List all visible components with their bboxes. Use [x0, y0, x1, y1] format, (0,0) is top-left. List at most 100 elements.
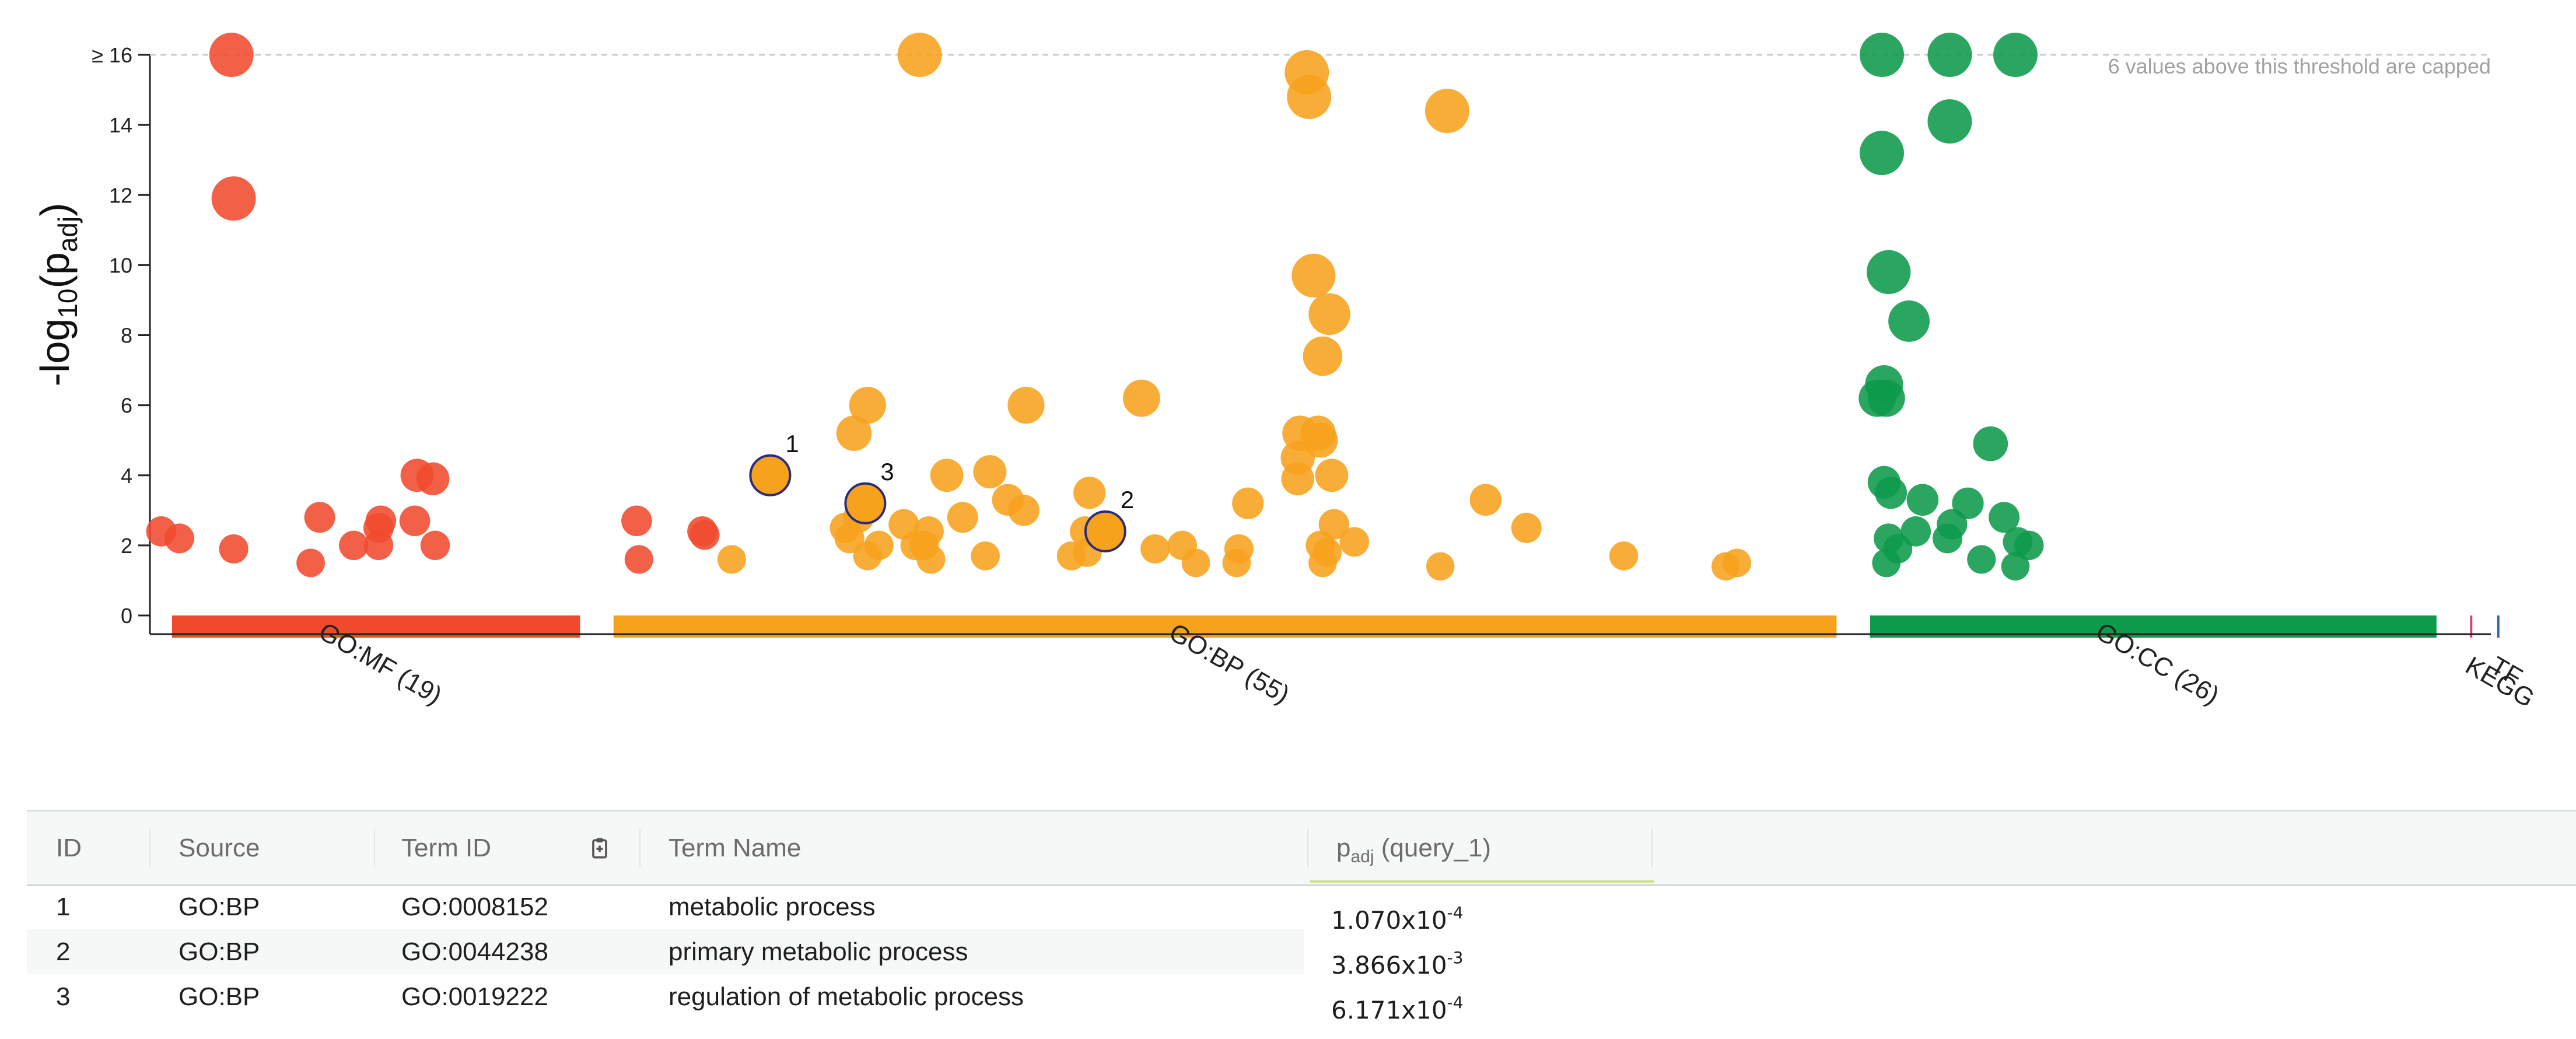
data-point[interactable]	[1292, 253, 1336, 298]
column-divider	[639, 829, 640, 867]
data-point[interactable]	[717, 545, 746, 574]
table-row[interactable]: 1 GO:BP GO:0008152 metabolic process 1.070x1…	[27, 884, 1463, 935]
highlighted-point[interactable]	[749, 454, 792, 496]
data-point[interactable]	[1859, 33, 1904, 77]
data-point[interactable]	[836, 415, 872, 451]
data-point[interactable]	[209, 33, 254, 77]
data-point[interactable]	[1315, 459, 1349, 492]
highlighted-point[interactable]	[1084, 510, 1126, 552]
data-point[interactable]	[2001, 552, 2030, 581]
cell-id: 2	[56, 937, 71, 966]
data-point[interactable]	[1927, 99, 1972, 144]
data-point[interactable]	[1901, 516, 1931, 547]
data-point[interactable]	[304, 502, 335, 533]
data-point[interactable]	[416, 462, 450, 495]
data-point[interactable]	[1007, 387, 1045, 424]
highlight-label: 2	[1121, 486, 1134, 513]
padj-mantissa: 3.866x10	[1331, 951, 1447, 979]
data-point[interactable]	[1993, 33, 2038, 77]
data-point[interactable]	[1008, 495, 1040, 526]
data-point[interactable]	[973, 455, 1007, 489]
data-point[interactable]	[690, 520, 720, 550]
header-term-name[interactable]: Term Name	[668, 834, 802, 862]
data-point[interactable]	[1181, 548, 1210, 578]
data-point[interactable]	[164, 523, 194, 554]
column-divider	[149, 829, 150, 867]
data-point[interactable]	[1859, 131, 1904, 176]
data-point[interactable]	[1867, 379, 1905, 417]
data-point[interactable]	[930, 459, 964, 492]
data-point[interactable]	[897, 33, 942, 77]
cell-source: GO:BP	[178, 893, 260, 921]
data-point[interactable]	[1122, 379, 1160, 417]
data-point[interactable]	[1967, 545, 1996, 574]
data-point[interactable]	[365, 505, 397, 537]
source-bar	[2470, 615, 2473, 638]
data-point[interactable]	[621, 505, 652, 537]
data-point[interactable]	[1906, 484, 1939, 516]
header-id[interactable]: ID	[56, 834, 82, 862]
data-point[interactable]	[624, 545, 653, 574]
results-table: ID Source Term ID Term Name padj (query_…	[27, 810, 2576, 1039]
data-point[interactable]	[1140, 534, 1170, 564]
source-bar	[2497, 615, 2500, 638]
data-point[interactable]	[1287, 75, 1332, 120]
data-point[interactable]	[1312, 538, 1342, 567]
data-point[interactable]	[1303, 336, 1343, 376]
data-point[interactable]	[1927, 33, 1972, 77]
data-point[interactable]	[1609, 541, 1639, 571]
data-point[interactable]	[1308, 293, 1350, 335]
header-padj[interactable]: padj (query_1)	[1336, 811, 1491, 884]
data-point[interactable]	[1222, 548, 1251, 578]
data-point[interactable]	[1888, 300, 1930, 342]
header-term-id[interactable]: Term ID	[401, 834, 491, 862]
cell-term-name: regulation of metabolic process	[668, 982, 1024, 1011]
data-point[interactable]	[1973, 426, 2008, 461]
y-tick-label: 4	[121, 464, 132, 488]
cell-term-id: GO:0019222	[401, 982, 548, 1011]
data-point[interactable]	[834, 523, 864, 554]
data-point[interactable]	[1318, 509, 1349, 540]
header-source[interactable]: Source	[178, 834, 260, 862]
data-point[interactable]	[849, 387, 886, 424]
padj-exponent: -4	[1447, 993, 1464, 1012]
data-point[interactable]	[219, 534, 249, 564]
y-tick-label: 8	[121, 324, 132, 348]
data-point[interactable]	[1232, 487, 1264, 519]
data-point[interactable]	[1469, 484, 1502, 516]
data-point[interactable]	[2014, 530, 2044, 561]
data-point[interactable]	[864, 530, 894, 561]
data-point[interactable]	[1339, 527, 1370, 557]
data-point[interactable]	[1281, 462, 1314, 495]
data-point[interactable]	[1511, 512, 1542, 543]
highlight-label: 1	[785, 430, 799, 457]
clipboard-copy-icon[interactable]	[587, 836, 612, 862]
data-point[interactable]	[363, 530, 394, 561]
data-point[interactable]	[399, 505, 430, 537]
data-point[interactable]	[1723, 548, 1752, 578]
cell-source: GO:BP	[178, 937, 260, 966]
table-row[interactable]: 2 GO:BP GO:0044238 primary metabolic proces…	[27, 929, 1463, 979]
data-point[interactable]	[914, 516, 944, 547]
table-row[interactable]: 3 GO:BP GO:0019222 regulation of metabolic …	[27, 974, 1463, 1024]
cell-padj: 3.866x10-3	[1331, 935, 1463, 980]
data-point[interactable]	[1073, 477, 1106, 509]
y-tick-label: 2	[121, 534, 132, 558]
data-point[interactable]	[420, 530, 450, 561]
data-point[interactable]	[211, 176, 256, 221]
data-point[interactable]	[1874, 477, 1908, 509]
data-point[interactable]	[1426, 552, 1455, 581]
data-point[interactable]	[1989, 502, 2020, 533]
data-point[interactable]	[1952, 487, 1984, 519]
data-point[interactable]	[916, 545, 946, 574]
data-point[interactable]	[339, 530, 369, 561]
data-point[interactable]	[1303, 422, 1338, 458]
data-point[interactable]	[296, 548, 325, 578]
highlighted-point[interactable]	[844, 482, 887, 524]
highlight-label: 3	[880, 458, 894, 485]
data-point[interactable]	[971, 541, 1000, 571]
data-point[interactable]	[947, 502, 978, 533]
data-point[interactable]	[1866, 250, 1911, 295]
data-point[interactable]	[1424, 89, 1469, 134]
cell-id: 1	[56, 893, 71, 921]
